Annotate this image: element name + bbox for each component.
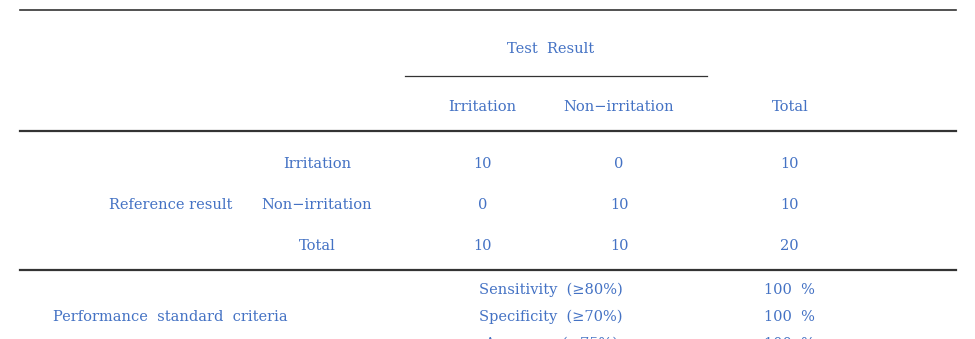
- Text: 100  %: 100 %: [764, 283, 815, 297]
- Text: 10: 10: [781, 157, 799, 172]
- Text: 10: 10: [474, 239, 491, 253]
- Text: Irritation: Irritation: [283, 157, 351, 172]
- Text: 20: 20: [780, 239, 799, 253]
- Text: 10: 10: [610, 239, 628, 253]
- Text: Reference result: Reference result: [109, 198, 232, 212]
- Text: Non−irritation: Non−irritation: [564, 100, 675, 114]
- Text: 100  %: 100 %: [764, 337, 815, 339]
- Text: Non−irritation: Non−irritation: [261, 198, 372, 212]
- Text: 10: 10: [474, 157, 491, 172]
- Text: Irritation: Irritation: [448, 100, 517, 114]
- Text: Accuracy  (≥75%): Accuracy (≥75%): [484, 337, 618, 339]
- Text: Sensitivity  (≥80%): Sensitivity (≥80%): [479, 283, 623, 297]
- Text: Test  Result: Test Result: [507, 42, 595, 56]
- Text: Performance  standard  criteria: Performance standard criteria: [54, 310, 288, 324]
- Text: Total: Total: [771, 100, 808, 114]
- Text: Specificity  (≥70%): Specificity (≥70%): [479, 310, 623, 324]
- Text: 10: 10: [610, 198, 628, 212]
- Text: Total: Total: [298, 239, 335, 253]
- Text: 0: 0: [614, 157, 624, 172]
- Text: 10: 10: [781, 198, 799, 212]
- Text: 100  %: 100 %: [764, 310, 815, 324]
- Text: 0: 0: [478, 198, 488, 212]
